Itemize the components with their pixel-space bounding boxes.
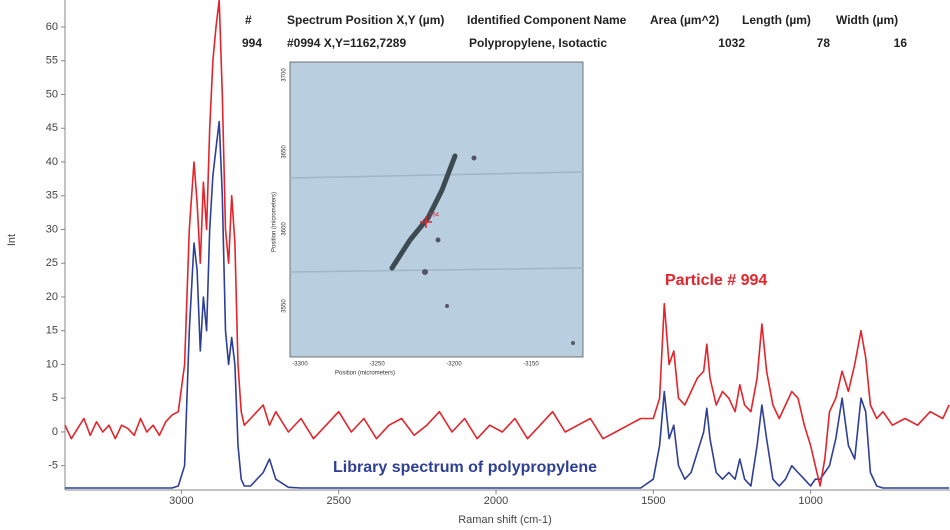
- x-tick-label: 3000: [169, 495, 193, 507]
- inset-x-tick-label: -3200: [446, 362, 462, 368]
- speck: [445, 304, 449, 308]
- table-cell: 78: [817, 36, 831, 50]
- inset-y-tick-label: 3650: [282, 145, 288, 159]
- inset-background: [289, 61, 584, 358]
- y-tick-label: 20: [46, 291, 58, 303]
- y-tick-label: 10: [46, 358, 58, 370]
- inset-y-label: Position (micrometers): [272, 192, 278, 252]
- x-tick-label: 1000: [798, 495, 822, 507]
- series-line: [64, 0, 950, 487]
- inset-x-tick-label: -3150: [523, 362, 539, 368]
- inset-x-label: Position (micrometers): [335, 371, 395, 377]
- inset-y-tick-label: 3550: [282, 299, 288, 313]
- speck: [422, 269, 428, 275]
- inset-y-tick-label: 3700: [282, 68, 288, 82]
- speck: [571, 341, 575, 345]
- speck: [435, 237, 441, 243]
- table-header: Area (µm^2): [650, 13, 719, 27]
- table-cell: #0994 X,Y=1162,7289: [287, 36, 406, 50]
- speck: [471, 155, 477, 161]
- table-header: Width (µm): [836, 13, 898, 27]
- table-header: Length (µm): [742, 13, 811, 27]
- inset-streak: [289, 267, 584, 273]
- table-cell: 1032: [718, 36, 745, 50]
- y-tick-label: 15: [46, 325, 58, 337]
- x-tick-label: 1500: [641, 495, 665, 507]
- y-tick-label: 60: [46, 21, 58, 33]
- table-header: Identified Component Name: [467, 13, 627, 27]
- y-tick-label: 30: [46, 223, 58, 235]
- inset-y-tick-label: 3600: [282, 222, 288, 236]
- inset-x-tick-label: -3300: [292, 362, 308, 368]
- y-tick-label: 50: [46, 88, 58, 100]
- inset-streak: [289, 171, 584, 179]
- y-tick-label: 35: [46, 190, 58, 202]
- y-tick-label: 5: [52, 392, 58, 404]
- y-tick-label: -5: [48, 460, 58, 472]
- y-tick-label: 40: [46, 156, 58, 168]
- particle: [389, 153, 458, 271]
- table-header: Spectrum Position X,Y (µm): [287, 13, 444, 27]
- table-cell: Polypropylene, Isotactic: [469, 36, 607, 50]
- annotation: Particle # 994: [665, 272, 767, 289]
- inset-x-tick-label: -3250: [369, 362, 385, 368]
- y-tick-label: 55: [46, 55, 58, 67]
- table-header: #: [245, 13, 252, 27]
- position-marker: [420, 216, 432, 228]
- inset-image: 994 Position (micrometers) Position (mic…: [272, 61, 584, 377]
- table-cell: 994: [242, 36, 262, 50]
- marker-label: 994: [429, 213, 440, 219]
- series-line: [65, 120, 950, 489]
- table-cell: 16: [894, 36, 908, 50]
- x-tick-label: 2500: [326, 495, 350, 507]
- annotation: Library spectrum of polypropylene: [333, 459, 597, 476]
- y-tick-label: 45: [46, 122, 58, 134]
- y-tick-label: 25: [46, 257, 58, 269]
- x-axis-label: Raman shift (cm-1): [458, 514, 552, 526]
- y-axis-label: Int: [6, 234, 18, 246]
- x-tick-label: 2000: [484, 495, 508, 507]
- y-tick-label: 0: [52, 426, 58, 438]
